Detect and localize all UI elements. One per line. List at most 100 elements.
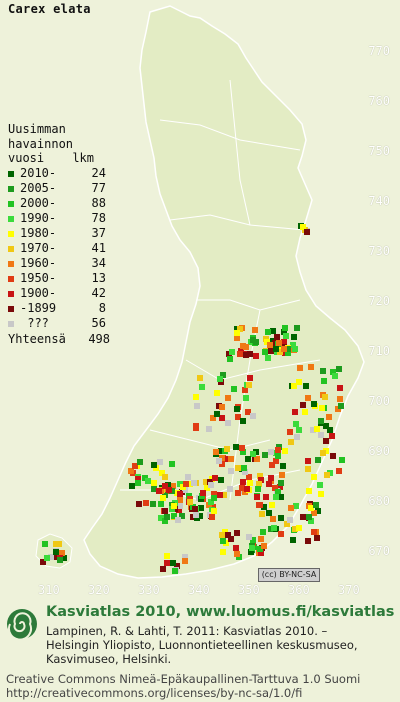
observation-dot [239, 445, 245, 451]
observation-dot [294, 325, 300, 331]
observation-dot [228, 456, 234, 462]
legend-row-label: 2005- [20, 181, 57, 196]
observation-dot [220, 538, 226, 544]
legend-row-count: 8 [98, 301, 106, 316]
observation-dot [237, 351, 243, 357]
observation-dot [158, 515, 164, 521]
legend-row-label: 1950- [20, 271, 57, 286]
observation-dot [194, 403, 200, 409]
observation-dot [135, 480, 141, 486]
observation-dot [248, 549, 254, 555]
observation-dot [257, 546, 263, 552]
y-tick-700: 700 [368, 394, 390, 408]
observation-dot [283, 333, 289, 339]
observation-dot [305, 458, 311, 464]
observation-dot [225, 532, 231, 538]
legend-row: ??? 56 [8, 316, 110, 331]
legend-swatch [8, 320, 14, 327]
legend-row-label: 2010- [20, 166, 57, 181]
observation-dot [59, 550, 65, 556]
legend-row: 2010- 24 [8, 166, 110, 181]
observation-dot [262, 452, 268, 458]
observation-dot [315, 457, 321, 463]
observation-dot [158, 501, 164, 507]
observation-dot [280, 463, 286, 469]
legend-row-label: -1899 [20, 301, 57, 316]
observation-dot [57, 557, 63, 563]
observation-dot [193, 394, 199, 400]
citation-line-3: Kasvimuseo, Helsinki. [46, 652, 172, 666]
observation-dot [249, 545, 255, 551]
observation-dot [288, 505, 294, 511]
observation-dot [311, 401, 317, 407]
legend-rows: 2010- 24 2005- 77 2000- 88 1990- 78 1980- 37 1970-… [8, 166, 110, 331]
observation-dot [143, 500, 149, 506]
legend-row: 1980- 37 [8, 226, 110, 241]
observation-dot [279, 472, 285, 478]
legend-header-1: Uusimman [8, 122, 66, 136]
observation-dot [321, 378, 327, 384]
legend-col-count: lkm [72, 151, 94, 166]
cc-license-badge[interactable]: (cc) BY-NC-SA [258, 568, 320, 582]
observation-dot [273, 458, 279, 464]
observation-dot [220, 549, 226, 555]
observation-dot [257, 502, 263, 508]
observation-dot [250, 413, 256, 419]
observation-dot [177, 503, 183, 509]
observation-dot [206, 426, 212, 432]
observation-dot [156, 488, 162, 494]
observation-dot [319, 405, 325, 411]
observation-dot [174, 563, 180, 569]
legend-row-label: 1900- [20, 286, 57, 301]
observation-dot [211, 495, 217, 501]
observation-dot [219, 415, 225, 421]
observation-dot [291, 334, 297, 340]
y-tick-770: 770 [368, 44, 390, 58]
observation-dot [137, 459, 143, 465]
observation-dot [320, 368, 326, 374]
observation-dot [314, 426, 320, 432]
observation-dot [326, 414, 332, 420]
observation-dot [276, 340, 282, 346]
y-tick-760: 760 [368, 94, 390, 108]
observation-dot [162, 474, 168, 480]
observation-dot [170, 483, 176, 489]
observation-dot [304, 229, 310, 235]
observation-dot [239, 485, 245, 491]
observation-dot [272, 485, 278, 491]
x-tick-330: 330 [138, 583, 160, 597]
observation-dot [208, 499, 214, 505]
legend-swatch [8, 290, 14, 297]
observation-dot [176, 507, 182, 513]
observation-dot [211, 491, 217, 497]
observation-dot [323, 438, 329, 444]
species-title: Carex elata [8, 2, 91, 16]
observation-dot [193, 425, 199, 431]
observation-dot [187, 481, 193, 487]
observation-dot [318, 432, 324, 438]
observation-dot [40, 559, 46, 565]
observation-dot [253, 353, 259, 359]
y-tick-740: 740 [368, 194, 390, 208]
legend-swatch [8, 200, 14, 207]
observation-dot [271, 525, 277, 531]
observation-dot [291, 383, 297, 389]
legend-row-count: 37 [91, 226, 106, 241]
observation-dot [145, 478, 151, 484]
observation-dot [234, 406, 240, 412]
footer [0, 602, 400, 702]
observation-dot [244, 486, 250, 492]
observation-dot [262, 349, 268, 355]
legend-swatch [8, 245, 14, 252]
observation-dot [255, 486, 261, 492]
x-tick-310: 310 [38, 583, 60, 597]
observation-dot [44, 555, 50, 561]
observation-dot [162, 508, 168, 514]
observation-dot [157, 459, 163, 465]
observation-dot [258, 477, 264, 483]
observation-dot [128, 468, 134, 474]
x-tick-320: 320 [88, 583, 110, 597]
observation-dot [263, 494, 269, 500]
observation-dot [243, 395, 249, 401]
license-line-2[interactable]: http://creativecommons.org/licenses/by-n… [6, 686, 303, 700]
